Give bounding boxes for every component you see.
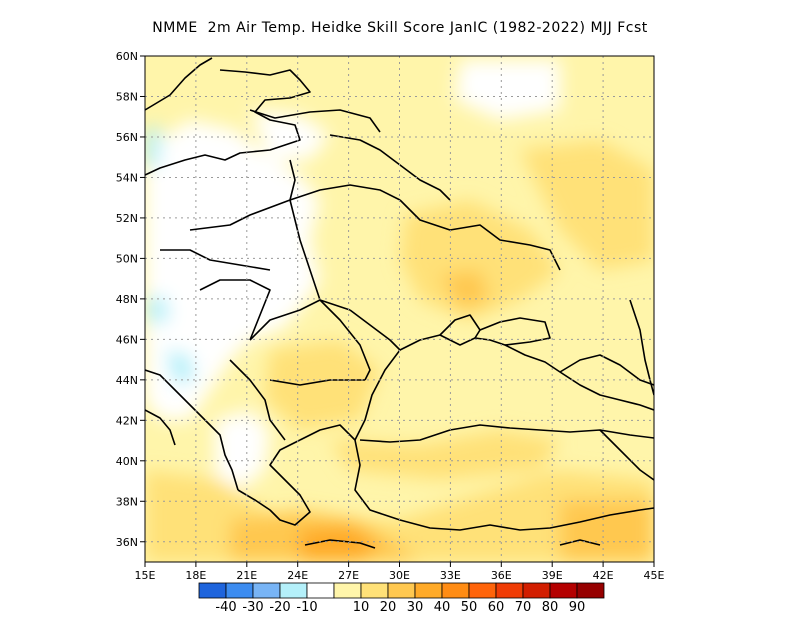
colorbar-swatch xyxy=(252,582,281,599)
lon-tick-label: 18E xyxy=(185,569,206,582)
lon-tick-label: 33E xyxy=(440,569,461,582)
lon-tick-label: 39E xyxy=(542,569,563,582)
axis-ticks-and-labels: 15E 18E 21E 24E 27E 30E 33E 36E 39E 42E 45E 36N 38N 4… xyxy=(116,50,665,582)
field-blue-region-alps xyxy=(145,295,170,325)
border-belarus xyxy=(289,184,401,201)
coastline-italy xyxy=(145,409,176,446)
colorbar-swatch xyxy=(441,582,470,599)
colorbar-swatch xyxy=(495,582,524,599)
border-caucasus xyxy=(559,354,654,386)
lat-tick-label: 48N xyxy=(116,293,138,306)
colorbar-swatch xyxy=(576,582,605,599)
border-poland xyxy=(189,159,296,231)
coastline-black-sea-south xyxy=(359,424,654,443)
border-serbia xyxy=(229,359,286,441)
colorbar-label: 80 xyxy=(542,600,559,615)
lon-tick-label: 15E xyxy=(135,569,156,582)
field-white-region-northeast xyxy=(455,60,560,120)
field-white-region-central-europe xyxy=(145,120,320,420)
colorbar-swatch xyxy=(468,582,497,599)
lat-tick-label: 60N xyxy=(116,50,138,63)
colorbar-swatch xyxy=(414,582,443,599)
colorbar-label: 10 xyxy=(353,600,370,615)
colorbar-label: -20 xyxy=(269,600,290,615)
colorbar-swatch xyxy=(333,582,362,599)
chart-title: NMME 2m Air Temp. Heidke Skill Score Jan… xyxy=(152,20,648,36)
map-gridlines xyxy=(145,56,654,562)
colorbar-label: 20 xyxy=(380,600,397,615)
coastline-caspian xyxy=(629,299,654,396)
lon-tick-label: 36E xyxy=(491,569,512,582)
border-ukraine-east xyxy=(399,199,561,271)
colorbar-swatch xyxy=(549,582,578,599)
coastline-azov-sea xyxy=(479,317,551,346)
colorbar-swatch xyxy=(306,582,335,599)
coastline-aegean-west xyxy=(237,439,311,526)
coastline-aegean-east xyxy=(299,424,401,521)
colorbar-swatch xyxy=(225,582,254,599)
field-deep-orange-region-ukraine-core xyxy=(440,270,490,310)
lon-tick-label: 42E xyxy=(593,569,614,582)
lon-tick-label: 30E xyxy=(389,569,410,582)
field-orange-region-ukraine xyxy=(400,200,560,320)
lat-tick-label: 36N xyxy=(116,536,138,549)
lon-tick-label: 24E xyxy=(287,569,308,582)
lat-tick-label: 40N xyxy=(116,455,138,468)
colorbar: -40 -30 -20 -10 10 20 30 40 50 60 70 80 90 xyxy=(198,582,605,615)
colorbar-label: -30 xyxy=(242,600,263,615)
border-ukraine-south xyxy=(349,309,401,351)
lon-tick-label: 45E xyxy=(644,569,665,582)
field-blue-region-adriatic xyxy=(165,350,195,385)
lon-tick-label: 27E xyxy=(338,569,359,582)
border-hungary xyxy=(199,279,271,341)
colorbar-label: 90 xyxy=(569,600,586,615)
border-turkey-east xyxy=(599,429,654,481)
field-deep-orange-region-crete xyxy=(300,525,380,562)
field-blue-region-north xyxy=(145,125,160,168)
colorbar-swatch xyxy=(360,582,389,599)
colorbar-label: -40 xyxy=(215,600,236,615)
colorbar-swatch xyxy=(387,582,416,599)
lat-tick-label: 58N xyxy=(116,90,138,103)
map-boundaries xyxy=(145,57,654,549)
coastline-gulf-of-finland xyxy=(249,109,381,133)
coastline-baltic-sea xyxy=(145,69,311,176)
colorbar-label: -10 xyxy=(296,600,317,615)
lat-tick-label: 42N xyxy=(116,414,138,427)
border-bulgaria xyxy=(269,379,365,386)
colorbar-swatch xyxy=(522,582,551,599)
coastline-black-sea xyxy=(354,334,654,441)
lat-tick-label: 54N xyxy=(116,171,138,184)
colorbar-label: 30 xyxy=(407,600,424,615)
lon-tick-label: 21E xyxy=(236,569,257,582)
lat-tick-label: 50N xyxy=(116,252,138,265)
field-orange-region-balkans xyxy=(265,340,380,430)
border-romania xyxy=(249,299,371,381)
coastline-crimea xyxy=(439,314,481,339)
field-white-region-baltic xyxy=(250,110,330,160)
coastline-scandinavia xyxy=(145,57,213,111)
field-deep-orange-region-levant xyxy=(560,500,654,562)
colorbar-label: 70 xyxy=(515,600,532,615)
lat-tick-label: 44N xyxy=(116,374,138,387)
lat-tick-label: 56N xyxy=(116,131,138,144)
coastline-cyprus xyxy=(559,539,601,546)
lat-tick-label: 38N xyxy=(116,495,138,508)
field-white-region-balkans xyxy=(215,410,270,490)
lat-tick-label: 46N xyxy=(116,333,138,346)
field-orange-region-russia xyxy=(520,140,654,270)
colorbar-label: 40 xyxy=(434,600,451,615)
border-czech-slovakia xyxy=(160,249,271,271)
colorbar-swatch xyxy=(279,582,308,599)
lat-tick-label: 52N xyxy=(116,212,138,225)
field-orange-region-turkey xyxy=(330,430,560,480)
colorbar-label: 60 xyxy=(488,600,505,615)
colorbar-label: 50 xyxy=(461,600,478,615)
colorbar-swatch xyxy=(198,582,227,599)
coastline-turkey-south xyxy=(399,507,654,531)
border-ukraine-north xyxy=(289,199,351,311)
